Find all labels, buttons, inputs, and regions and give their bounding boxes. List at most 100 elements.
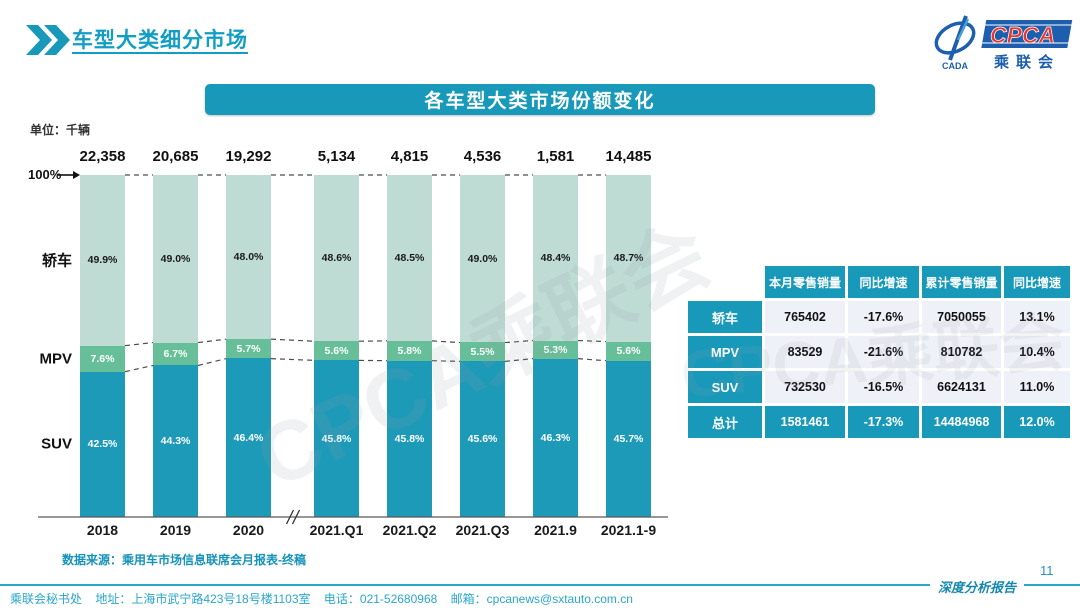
table-corner-cell [688,266,762,298]
segment-value-label: 49.9% [87,254,118,267]
segment-value-label: 48.0% [233,251,264,263]
bar-total-2018: 22,358 [79,148,126,165]
cell-SUV-2: 6624131 [922,371,1001,403]
x-label-2021.1-9: 2021.1-9 [600,522,657,538]
table-header-4: 同比增速 [1004,266,1070,298]
cell-MPV-3: 10.4% [1004,336,1070,368]
logo-sub-text: CADA [942,61,968,71]
x-label-2021.9: 2021.9 [534,522,577,538]
segment-value-label: 5.5% [470,345,495,358]
segment-SUV-2018: 42.5% [80,371,125,517]
segment-value-label: 49.0% [467,252,498,265]
segment-SUV-2020: 46.4% [226,358,271,517]
segment-轿车-2021.Q3: 49.0% [460,175,505,343]
bar-total-2021.9: 1,581 [536,148,575,165]
segment-value-label: 5.6% [324,344,349,357]
table-header-2: 同比增速 [848,266,919,298]
x-label-2020: 2020 [232,522,265,538]
bar-2020: 48.0% 5.7% 46.4% [226,175,271,517]
bar-2021.1-9: 48.7% 5.6% 45.7% [606,175,651,517]
segment-SUV-2021.Q2: 45.8% [387,360,432,517]
bar-total-2021.Q2: 4,815 [390,148,429,165]
segment-MPV-2021.9: 5.3% [533,340,578,359]
series-label-轿车: 轿车 [41,252,72,270]
cell-轿车-3: 13.1% [1004,301,1070,333]
segment-SUV-2021.Q3: 45.6% [460,361,505,517]
row-label-SUV: SUV [688,371,762,403]
footer-contact-line: 乘联会秘书处 地址：上海市武宁路423号18号楼1103室 电话：021-526… [10,590,633,607]
table-header-1: 本月零售销量 [765,266,845,298]
series-label-SUV: SUV [41,435,72,453]
page-title: 车型大类细分市场 [72,29,248,52]
row-label-MPV: MPV [688,336,762,368]
table-row-轿车: 轿车 765402 -17.6% 7050055 13.1% [688,301,1070,333]
segment-SUV-2019: 44.3% [153,365,198,517]
cell-SUV-0: 732530 [765,371,845,403]
segment-value-label: 46.4% [233,431,264,444]
bar-total-2021.Q1: 5,134 [317,148,356,165]
row-label-轿车: 轿车 [688,301,762,333]
page-number: 11 [1040,563,1054,578]
bar-total-2021.1-9: 14,485 [605,148,652,165]
segment-value-label: 7.6% [90,352,115,365]
segment-value-label: 49.0% [160,252,191,265]
segment-value-label: 46.3% [540,431,571,444]
logo-banner-shape [980,20,1076,48]
footer-divider [0,584,1080,586]
segment-value-label: 45.8% [394,432,425,445]
bar-2021.Q3: 49.0% 5.5% 45.6% [460,175,505,517]
segment-MPV-2021.Q2: 5.8% [387,340,432,361]
cell-轿车-0: 765402 [765,301,845,333]
cell-MPV-0: 83529 [765,336,845,368]
double-chevron-icon [26,25,70,55]
x-label-2018: 2018 [86,522,119,538]
footer-secretariat: 乘联会秘书处 [10,592,83,606]
x-label-2021.Q2: 2021.Q2 [382,522,437,538]
sales-table: 本月零售销量 同比增速 累计零售销量 同比增速 轿车 765402 -17.6% 705005… [685,263,1073,441]
cell-总计-3: 12.0% [1004,406,1070,438]
segment-value-label: 48.6% [321,252,352,265]
table-row-SUV: SUV 732530 -16.5% 6624131 11.0% [688,371,1070,403]
segment-value-label: 45.8% [321,432,352,445]
x-label-2021.Q3: 2021.Q3 [455,522,510,538]
segment-轿车-2019: 49.0% [153,175,198,343]
footer-phone: 电话：021-52680968 [323,592,438,606]
segment-value-label: 5.8% [397,344,422,357]
chart-title-banner: 各车型大类市场份额变化 [205,84,875,115]
segment-轿车-2018: 49.9% [80,175,125,346]
x-label-2019: 2019 [159,522,192,538]
segment-SUV-2021.Q1: 45.8% [314,360,359,517]
bar-2019: 49.0% 6.7% 44.3% [153,175,198,517]
cell-总计-0: 1581461 [765,406,845,438]
cell-轿车-2: 7050055 [922,301,1001,333]
segment-轿车-2021.1-9: 48.7% [606,175,651,342]
bar-total-2019: 20,685 [152,148,199,165]
segment-value-label: 45.7% [613,432,644,445]
segment-value-label: 45.6% [467,433,498,446]
cell-总计-2: 14484968 [922,406,1001,438]
bar-2021.Q2: 48.5% 5.8% 45.8% [387,175,432,517]
report-type-label: 深度分析报告 [930,577,1025,596]
logo-org-text: 乘联会 [993,53,1060,71]
unit-label: 单位：千辆 [30,123,91,137]
segment-value-label: 5.6% [616,345,641,358]
logo-cpca-text: CPCA [990,22,1055,48]
cpca-logo: CADA CPCA 乘联会 [928,10,1076,77]
cpca-emblem-icon [934,15,976,61]
bar-2018: 49.9% 7.6% 42.5% [80,175,125,517]
x-label-2021.Q1: 2021.Q1 [309,522,364,538]
segment-value-label: 42.5% [87,438,118,451]
segment-MPV-2021.Q1: 5.6% [314,341,359,361]
segment-value-label: 48.7% [613,252,644,265]
table-header-3: 累计零售销量 [922,266,1001,298]
segment-MPV-2019: 6.7% [153,342,198,366]
table-row-总计: 总计 1581461 -17.3% 14484968 12.0% [688,406,1070,438]
table-header-row: 本月零售销量 同比增速 累计零售销量 同比增速 [688,266,1070,298]
segment-轿车-2021.Q1: 48.6% [314,175,359,342]
segment-轿车-2021.9: 48.4% [533,175,578,341]
table-row-MPV: MPV 83529 -21.6% 810782 10.4% [688,336,1070,368]
y-axis-100-label: 100% [28,167,62,182]
cell-MPV-2: 810782 [922,336,1001,368]
cpca-logo-graphic: CADA CPCA 乘联会 [934,15,1076,71]
